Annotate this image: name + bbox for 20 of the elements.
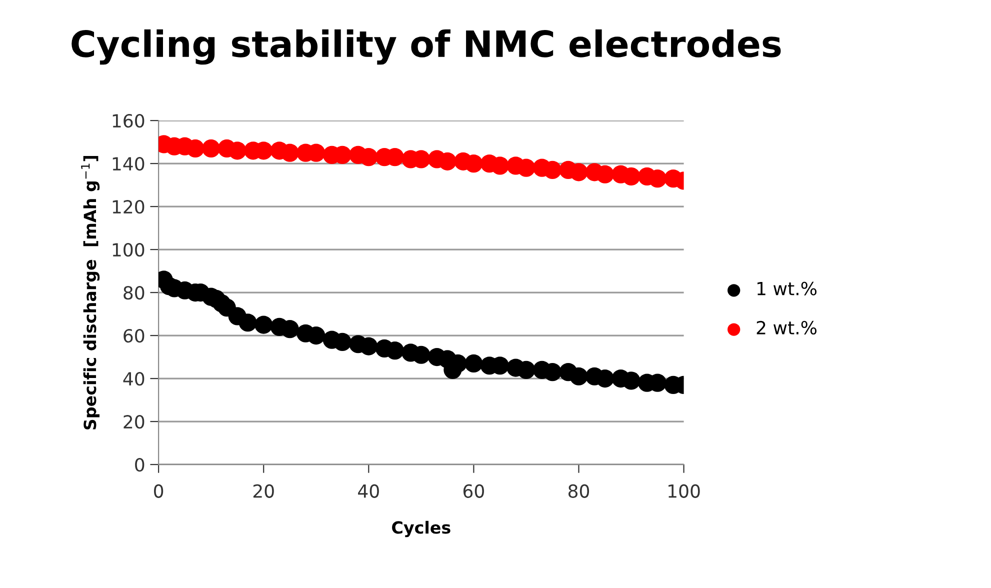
x-tick-label: 60 <box>463 484 484 498</box>
y-tick-label: 20 <box>124 414 144 429</box>
x-tick-label: 0 <box>154 484 164 498</box>
legend-label: 2 wt.% <box>756 320 816 335</box>
y-tick-label: 60 <box>124 328 144 343</box>
y-tick-label: 80 <box>124 286 144 300</box>
y-tick-label: 120 <box>112 200 144 214</box>
y-tick-label: 40 <box>123 372 144 386</box>
x-tick-label: 20 <box>253 484 274 498</box>
x-axis-title: Cycles <box>392 520 450 538</box>
x-tick-label: 80 <box>568 484 590 498</box>
y-axis-title: Specific discharge [mAh g$^{−1}$] <box>81 156 100 430</box>
chart-title: Cycling stability of NMC electrodes <box>72 29 781 65</box>
x-tick-label: 100 <box>668 484 700 498</box>
x-tick-label: 40 <box>358 484 379 498</box>
y-tick-label: 100 <box>112 242 144 257</box>
y-tick-label: 140 <box>112 156 144 171</box>
y-tick-label: 160 <box>112 114 144 128</box>
legend-label: 1 wt.% <box>758 282 816 296</box>
y-tick-label: 0 <box>135 458 144 472</box>
